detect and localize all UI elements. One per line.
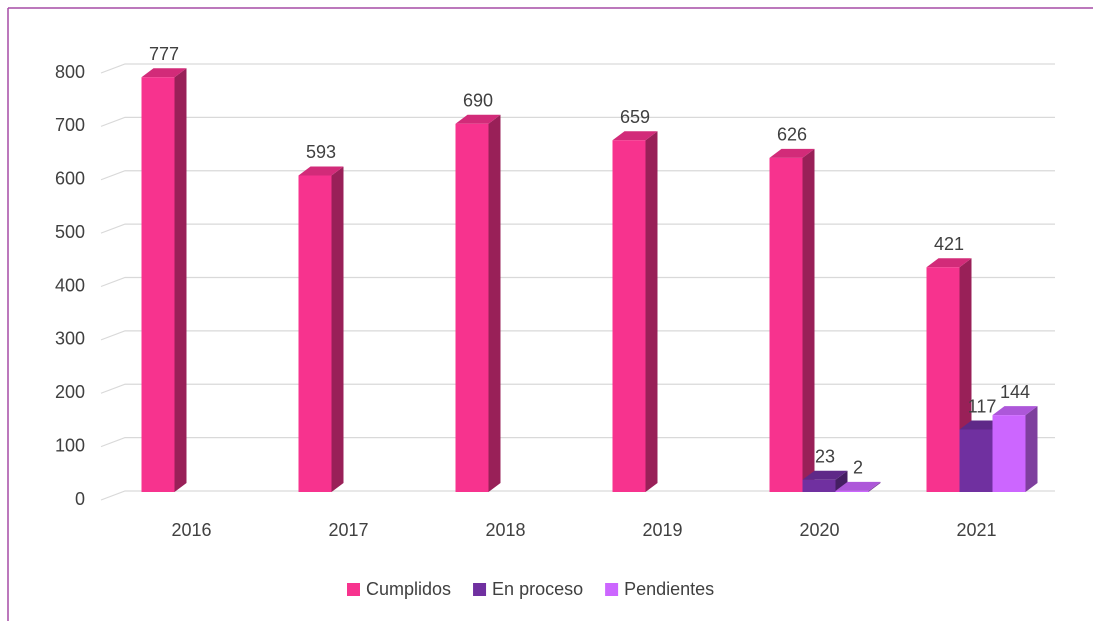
bar-top: [802, 470, 848, 480]
bar-side: [645, 131, 658, 493]
bar: [802, 470, 848, 492]
bar-side: [331, 166, 344, 492]
data-label: 659: [620, 107, 650, 127]
bar-top: [298, 166, 344, 176]
bar-front: [298, 175, 332, 492]
data-label: 593: [306, 142, 336, 162]
legend-label: Pendientes: [624, 579, 714, 599]
bar-front: [141, 77, 175, 493]
y-tick-label: 800: [55, 62, 85, 82]
legend-swatch: [347, 583, 360, 596]
legend-label: Cumplidos: [366, 579, 451, 599]
x-tick-label: 2016: [171, 520, 211, 540]
data-label: 23: [815, 446, 835, 466]
grid-line: [100, 223, 1055, 234]
x-tick-label: 2019: [642, 520, 682, 540]
y-tick-label: 400: [55, 275, 85, 295]
grid-line: [100, 116, 1055, 127]
bar-front: [802, 479, 836, 492]
bar-top: [455, 114, 501, 124]
data-label: 777: [149, 44, 179, 64]
y-tick-label: 100: [55, 435, 85, 455]
bar: [835, 481, 881, 492]
grid-line: [100, 63, 1055, 74]
bar-top: [141, 68, 187, 78]
x-tick-label: 2021: [956, 520, 996, 540]
data-label: 690: [463, 90, 493, 110]
bar-side: [174, 68, 187, 493]
bar-side: [868, 481, 881, 492]
y-tick-label: 600: [55, 169, 85, 189]
y-tick-label: 500: [55, 222, 85, 242]
bar-front: [835, 490, 869, 492]
y-tick-label: 300: [55, 329, 85, 349]
bar-top: [835, 481, 881, 491]
bar-top: [769, 148, 815, 158]
data-label: 144: [1000, 382, 1030, 402]
data-label: 626: [777, 125, 807, 145]
bar: [141, 68, 187, 493]
legend-swatch: [605, 583, 619, 596]
x-tick-label: 2017: [328, 520, 368, 540]
bar-front: [612, 140, 646, 493]
legend-swatch: [473, 583, 487, 596]
grid-line: [100, 490, 1055, 501]
bar: [612, 131, 658, 493]
bar-front: [455, 123, 489, 493]
legend-label: En proceso: [492, 579, 583, 599]
y-tick-label: 0: [75, 489, 85, 509]
grid-line: [100, 276, 1055, 288]
grid-line: [100, 383, 1055, 394]
grid-line: [100, 330, 1055, 341]
bar-top: [992, 406, 1038, 416]
y-tick-label: 200: [55, 382, 85, 402]
grid-line: [100, 170, 1055, 181]
data-label: 421: [934, 234, 964, 254]
bar-side: [835, 470, 848, 492]
grid-line: [100, 437, 1055, 448]
bar: [455, 114, 501, 493]
bar-side: [1025, 406, 1038, 492]
x-tick-label: 2020: [799, 520, 839, 540]
bar-front: [769, 157, 803, 492]
bar-side: [488, 114, 501, 493]
bar-front: [959, 429, 993, 492]
y-tick-label: 700: [55, 115, 85, 135]
bar-top: [612, 131, 658, 141]
bar-front: [992, 415, 1026, 492]
bar: [769, 148, 815, 492]
x-tick-label: 2018: [485, 520, 525, 540]
bar-side: [802, 148, 815, 492]
data-label: 117: [968, 396, 997, 416]
bar: [992, 406, 1038, 492]
bar: [298, 166, 344, 492]
bar-front: [926, 267, 960, 492]
bar-top: [926, 258, 972, 268]
data-label: 2: [853, 458, 863, 478]
